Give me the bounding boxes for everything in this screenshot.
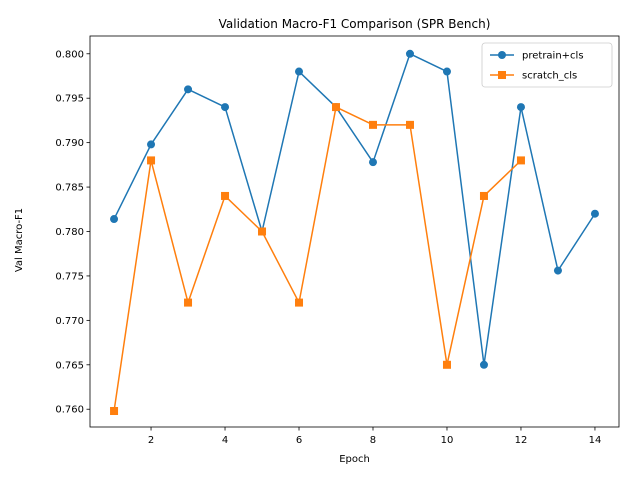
data-point-pretrain-cls [110,215,119,224]
data-point-scratch-cls [110,407,119,416]
series-line-scratch-cls [113,106,522,412]
y-tick-label: 0.765 [55,360,84,371]
y-tick-label: 0.770 [55,316,84,327]
data-point-scratch-cls [368,120,377,129]
data-point-scratch-cls [295,298,304,307]
data-point-pretrain-cls [221,103,230,112]
x-tick-label: 6 [296,435,302,446]
x-tick-label: 2 [148,435,154,446]
data-point-pretrain-cls [405,49,414,58]
legend-label: scratch_cls [522,71,577,82]
data-point-scratch-cls [184,298,193,307]
legend-marker [498,51,506,59]
y-tick-label: 0.780 [55,227,84,238]
axes-frame [89,35,620,428]
data-point-pretrain-cls [590,209,599,218]
x-tick-label: 12 [515,435,528,446]
y-tick-label: 0.795 [55,94,84,105]
data-point-pretrain-cls [516,103,525,112]
plot-area: 2 4 6 8 10 12 14 0.760 0.765 0.770 0.775 0.780 0.785… [55,35,620,446]
data-point-pretrain-cls [442,67,451,76]
data-point-scratch-cls [147,156,156,165]
legend-box [481,42,613,88]
y-tick-label: 0.760 [55,405,84,416]
data-point-scratch-cls [332,103,341,112]
y-tick-label: 0.775 [55,271,84,282]
data-point-scratch-cls [479,191,488,200]
y-tick-label: 0.785 [55,183,84,194]
legend-marker [498,71,506,79]
data-point-pretrain-cls [184,85,193,94]
x-tick-label: 10 [441,435,454,446]
y-tick-label: 0.790 [55,138,84,149]
y-tick-label: 0.800 [55,49,84,60]
data-point-scratch-cls [221,191,230,200]
x-axis-label: Epoch [339,454,370,465]
x-tick-label: 4 [222,435,228,446]
legend: pretrain+cls scratch_cls [481,42,613,88]
data-point-pretrain-cls [147,140,156,149]
series-line-pretrain-cls [113,53,596,366]
data-point-pretrain-cls [479,360,488,369]
data-point-scratch-cls [258,227,267,236]
data-point-pretrain-cls [295,67,304,76]
data-point-scratch-cls [405,120,414,129]
y-axis-label: Val Macro-F1 [14,208,25,272]
data-point-scratch-cls [442,360,451,369]
data-point-pretrain-cls [368,158,377,167]
x-tick-label: 14 [589,435,602,446]
chart-title: Validation Macro-F1 Comparison (SPR Benc… [219,17,491,31]
data-point-scratch-cls [516,156,525,165]
data-point-pretrain-cls [553,266,562,275]
legend-label: pretrain+cls [522,51,584,62]
x-tick-label: 8 [370,435,376,446]
